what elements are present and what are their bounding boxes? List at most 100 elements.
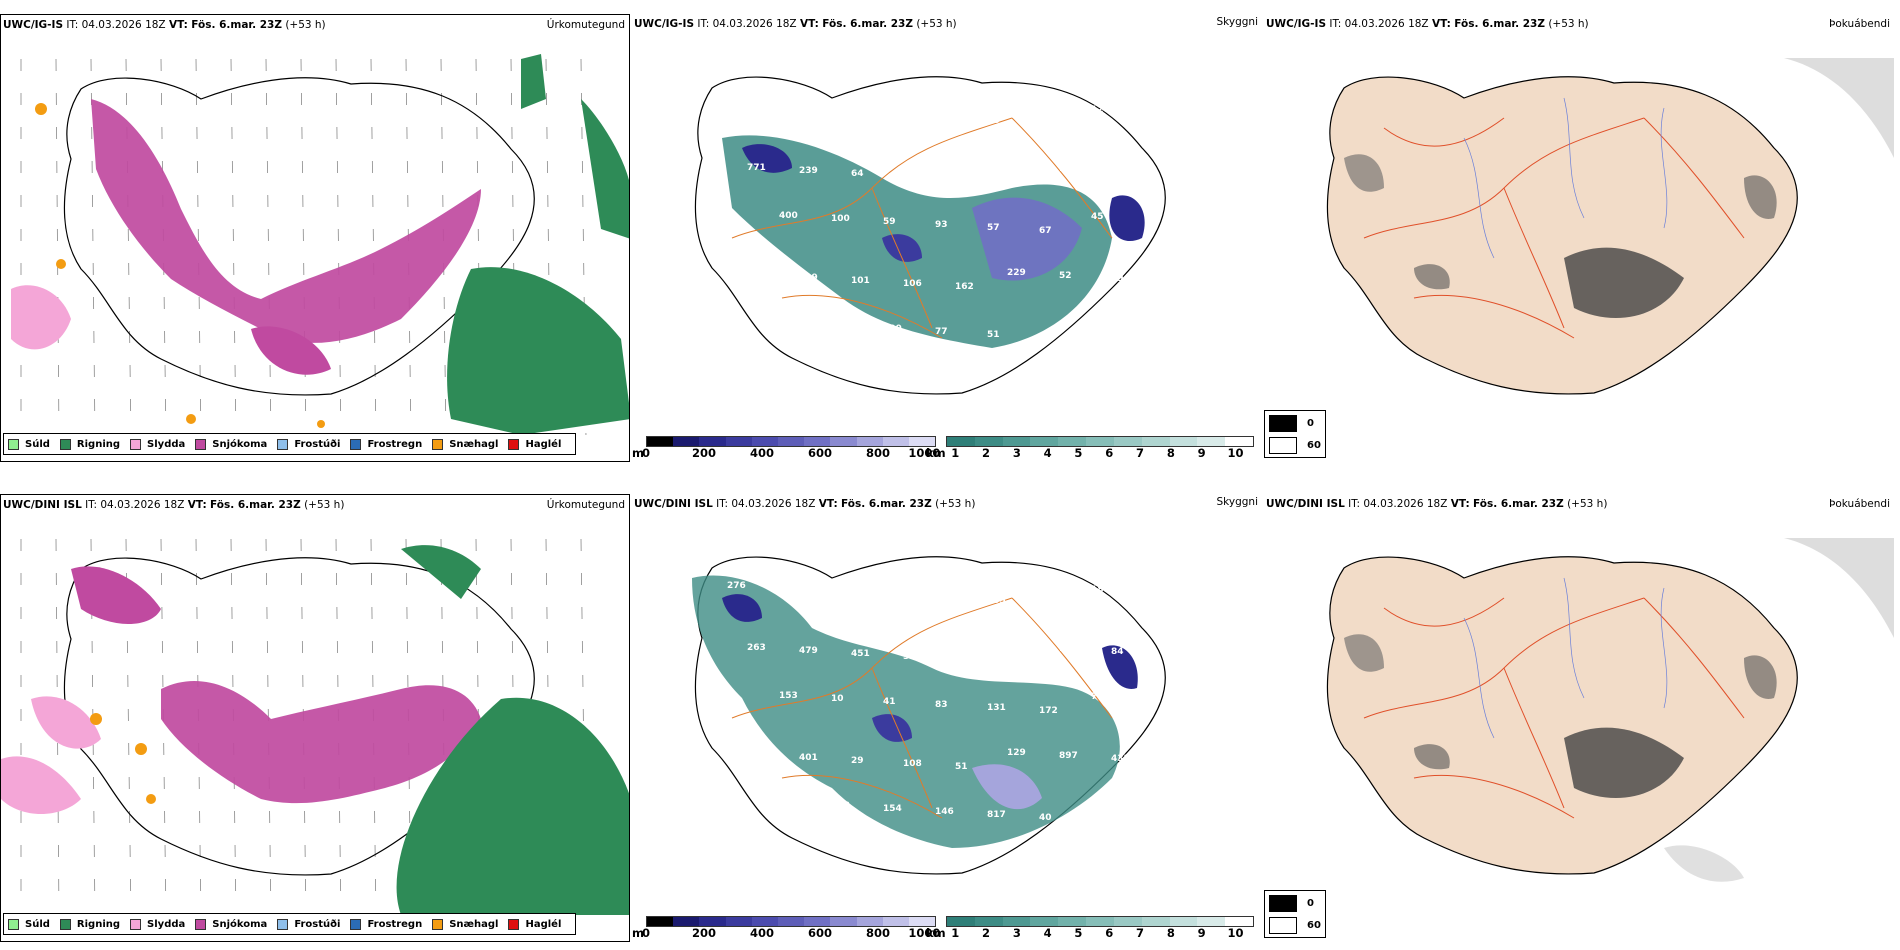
visibility-tick: 3	[1012, 446, 1021, 460]
cloud-height-label: 479	[799, 646, 818, 656]
cloud-height-label: 256	[955, 638, 974, 648]
visibility-colorbar: km 1 2 3 4 5 6 7 8 9 10	[926, 436, 1254, 460]
visibility-tick: 8	[1166, 926, 1175, 940]
precip-type-map-dini: UWC/DINI ISL IT: 04.03.2026 18Z VT: Fös.…	[0, 494, 630, 942]
legend-swatch	[59, 918, 71, 930]
precip-type-map-igis: UWC/IG-IS IT: 04.03.2026 18Z VT: Fös. 6.…	[0, 14, 630, 462]
cloud-height-label: 229	[1007, 268, 1026, 278]
panel-title: Úrkomutegund	[546, 499, 625, 511]
cloud-height-label: 129	[1007, 748, 1026, 758]
legend-item: Frostregn	[350, 918, 422, 930]
cloud-height-label: 234	[779, 335, 798, 345]
cloud-height-label: 64	[851, 169, 864, 179]
legend-swatch	[508, 438, 520, 450]
cloud-height-label: 171	[883, 590, 902, 600]
precip-map-canvas	[11, 54, 629, 435]
visibility-tick: 1	[951, 446, 960, 460]
visibility-tick: 10	[1227, 926, 1244, 940]
legend-swatch	[432, 918, 444, 930]
visibility-tick: 9	[1197, 446, 1206, 460]
cloud-height-label: 45	[1091, 212, 1104, 222]
cloud-height-label: 897	[1059, 751, 1078, 761]
legend-swatch	[350, 918, 362, 930]
cloud-height-label: 100	[883, 324, 902, 334]
cloud-height-label: 771	[747, 163, 766, 173]
fog-legend-item: 0	[1269, 413, 1321, 433]
cloud-height-label: 29	[831, 107, 844, 117]
visibility-tick: 9	[1197, 926, 1206, 940]
cloud-height-label: 172	[831, 587, 850, 597]
cloud-height-label: 59	[883, 217, 896, 227]
fog-legend: 0 60	[1264, 890, 1326, 938]
cloud-height-label: 188	[1091, 585, 1110, 595]
cloud-height-label: 154	[883, 804, 902, 814]
cloud-height-label: 57	[727, 812, 740, 822]
cloud-height-label: 401	[799, 753, 818, 763]
precip-map-canvas	[1, 538, 629, 915]
cloud-height-label: 120	[1091, 105, 1110, 115]
legend-item: Súld	[8, 438, 50, 450]
cloud-height-label: 433	[1111, 754, 1130, 764]
cloud-height-label: 933	[1039, 582, 1058, 592]
legend-item: Frostregn	[350, 438, 422, 450]
legend-item: Snæhagl	[432, 918, 498, 930]
cloud-height-label: 182	[883, 110, 902, 120]
cloud-height-label: 999	[935, 113, 954, 123]
cloud-height-label: 243	[727, 705, 746, 715]
fog-map-igis: UWC/IG-IS IT: 04.03.2026 18Z VT: Fös. 6.…	[1264, 14, 1894, 462]
cloud-height-label: 51	[987, 330, 1000, 340]
legend-item: Rigning	[59, 918, 120, 930]
height-tick: 200	[691, 446, 717, 460]
cloud-height-label: 93	[935, 220, 948, 230]
cloud-height-label: 57	[987, 223, 1000, 233]
legend-swatch	[350, 438, 362, 450]
panel-header: UWC/IG-IS IT: 04.03.2026 18Z VT: Fös. 6.…	[3, 19, 326, 31]
legend-item: Súld	[8, 918, 50, 930]
cloud-height-label: 360	[1039, 102, 1058, 112]
visibility-tick: 2	[982, 446, 991, 460]
height-tick: 1000	[908, 926, 941, 940]
visibility-tick: 5	[1074, 926, 1083, 940]
visibility-tick: 8	[1166, 446, 1175, 460]
cloud-height-label: 706	[1091, 692, 1110, 702]
visibility-tick: 1	[951, 926, 960, 940]
cloud-height-label: 40	[1039, 813, 1052, 823]
fog-map-dini: UWC/DINI ISL IT: 04.03.2026 18Z VT: Fös.…	[1264, 494, 1894, 942]
cloud-height-label: 59	[903, 652, 916, 662]
panel-header: UWC/DINI ISL IT: 04.03.2026 18Z VT: Fös.…	[1266, 498, 1608, 510]
legend-item: Frostúði	[277, 438, 340, 450]
cloud-height-label: 240	[727, 332, 746, 342]
height-unit: m	[632, 446, 644, 460]
panel-title: Þokuábendi	[1829, 18, 1890, 30]
cloud-height-label: 276	[727, 581, 746, 591]
height-tick: 600	[807, 446, 833, 460]
cloud-height-label: 279	[903, 172, 922, 182]
visibility-tick: 7	[1136, 926, 1145, 940]
cloud-height-label: 84	[1111, 647, 1124, 657]
cloud-height-label: 83	[1039, 333, 1052, 343]
fog-map-canvas	[1326, 538, 1894, 882]
cloud-height-label: 114	[747, 270, 766, 280]
fog-legend: 0 60	[1264, 410, 1326, 458]
cloud-map-dini: UWC/DINI ISL IT: 04.03.2026 18Z VT: Fös.…	[632, 494, 1262, 942]
fog-legend-item: 0	[1269, 893, 1321, 913]
height-tick: 800	[865, 926, 891, 940]
cloud-height-label: 77	[935, 327, 948, 337]
cloud-value-labels: 52 825 29 182 999 98 360 120 771 239 64 279 933 112 11…	[727, 101, 1130, 345]
cloud-height-label: 263	[747, 643, 766, 653]
fog-map-canvas	[1326, 58, 1894, 395]
legend-swatch	[8, 918, 19, 930]
cloud-height-label: 679	[831, 321, 850, 331]
cloud-height-label: 118	[1059, 644, 1078, 654]
height-unit: m	[632, 926, 644, 940]
visibility-colorbar: km 1 2 3 4 5 6 7 8 9 10	[926, 916, 1254, 940]
cloud-height-label: 281	[779, 584, 798, 594]
panel-title: Þokuábendi	[1829, 498, 1890, 510]
cloud-map-igis: UWC/IG-IS IT: 04.03.2026 18Z VT: Fös. 6.…	[632, 14, 1262, 462]
legend-swatch	[277, 918, 289, 930]
height-tick: 0	[641, 926, 651, 940]
legend-swatch	[195, 438, 207, 450]
cloud-height-label: 83	[935, 700, 948, 710]
cloud-height-label: 451	[851, 649, 870, 659]
legend-item: Frostúði	[277, 918, 340, 930]
